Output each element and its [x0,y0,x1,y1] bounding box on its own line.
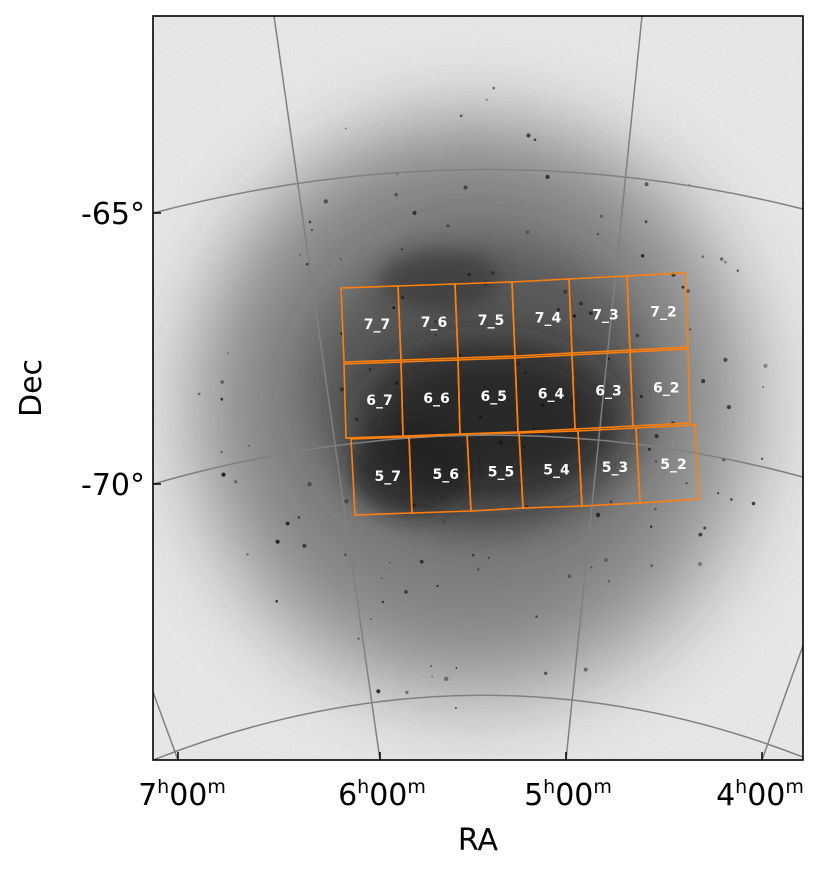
field-label: 7_6 [421,315,447,331]
y-axis-label: Dec [14,359,49,417]
field-label: 6_4 [538,387,565,403]
dec-tick-label: -65° [81,197,145,232]
dec-gridline [153,168,803,214]
survey-fields: 7_7 7_6 7_5 7_4 7_3 7_2 6_7 6_6 6_5 6_4 6_3 6_2 5_7 5… [340,272,700,516]
ra-gridline [761,643,803,760]
field-label: 6_5 [481,389,507,405]
ra-tick-label: 7h00m [138,776,226,813]
ra-tick-label: 6h00m [338,776,426,813]
ra-gridline [565,16,643,760]
field-label: 5_6 [433,467,459,483]
field-label: 5_7 [375,469,401,485]
star-points [197,86,768,710]
dec-gridline [153,434,803,485]
field-label: 6_7 [366,393,392,409]
ra-gridline [273,16,381,760]
field-label: 7_5 [478,313,504,329]
ra-tick-label: 5h00m [524,776,612,813]
ra-tick-labels: 7h00m 6h00m 5h00m 4h00m [138,776,804,813]
ra-gridline [153,689,179,760]
ra-ticks [153,212,763,760]
dec-tick-label: -70° [81,468,145,503]
x-axis-label: RA [458,823,499,858]
map-image [153,16,803,760]
field-label: 6_2 [653,381,679,397]
field-label: 5_5 [488,465,514,481]
ra-tick-label: 4h00m [716,776,804,813]
field-label: 7_3 [592,308,618,324]
field-outline [629,348,691,427]
field-label: 6_3 [595,384,621,400]
dec-gridline [153,694,803,760]
field-label: 5_2 [660,457,686,473]
field-outline [626,272,689,351]
field-outline [635,424,700,504]
coordinate-grid [153,16,803,760]
field-label: 5_4 [543,463,570,479]
field-label: 7_2 [650,305,676,321]
axes-frame [152,15,804,761]
field-label: 7_7 [364,317,390,333]
field-label: 7_4 [535,311,562,327]
dec-tick-labels: -65° -70° [81,197,145,503]
field-label: 6_6 [423,391,449,407]
field-label: 5_3 [602,460,628,476]
